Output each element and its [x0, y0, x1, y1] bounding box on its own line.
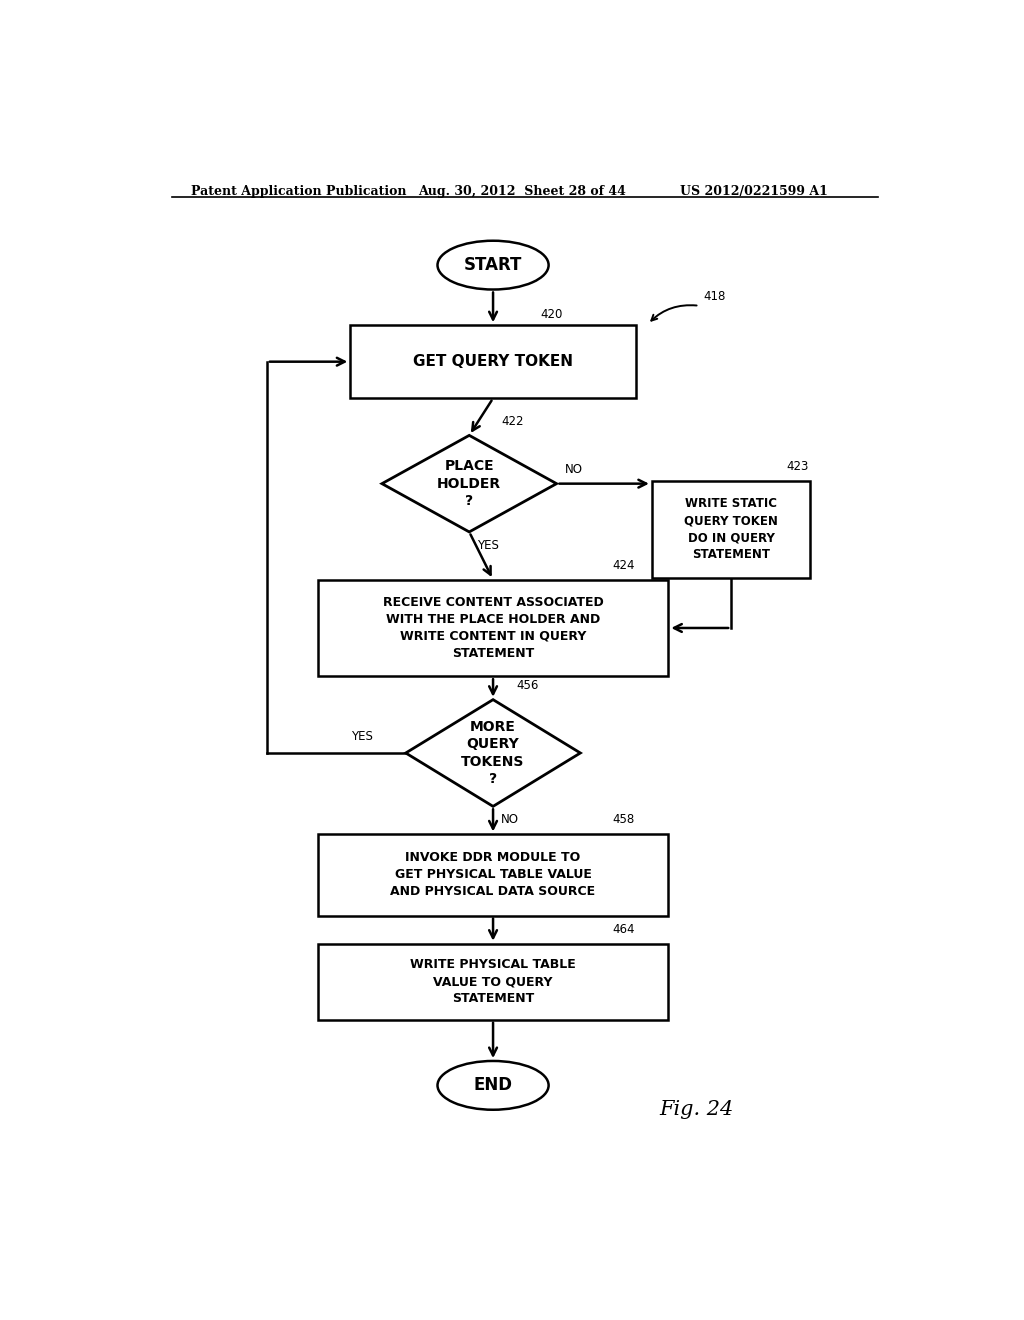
- Text: MORE
QUERY
TOKENS
?: MORE QUERY TOKENS ?: [462, 719, 524, 785]
- Text: NO: NO: [501, 813, 519, 826]
- Text: NO: NO: [564, 462, 583, 475]
- Text: INVOKE DDR MODULE TO
GET PHYSICAL TABLE VALUE
AND PHYSICAL DATA SOURCE: INVOKE DDR MODULE TO GET PHYSICAL TABLE …: [390, 851, 596, 899]
- Text: Patent Application Publication: Patent Application Publication: [191, 185, 407, 198]
- Text: START: START: [464, 256, 522, 275]
- Text: WRITE STATIC
QUERY TOKEN
DO IN QUERY
STATEMENT: WRITE STATIC QUERY TOKEN DO IN QUERY STA…: [684, 498, 778, 561]
- Bar: [652, 480, 811, 578]
- Bar: [318, 579, 668, 676]
- Text: 458: 458: [612, 813, 634, 826]
- Text: GET QUERY TOKEN: GET QUERY TOKEN: [413, 354, 573, 370]
- Text: 423: 423: [786, 461, 809, 474]
- Ellipse shape: [437, 1061, 549, 1110]
- Polygon shape: [382, 436, 557, 532]
- Ellipse shape: [437, 240, 549, 289]
- Text: 456: 456: [517, 678, 540, 692]
- Text: US 2012/0221599 A1: US 2012/0221599 A1: [680, 185, 827, 198]
- Text: YES: YES: [351, 730, 373, 743]
- Text: RECEIVE CONTENT ASSOCIATED
WITH THE PLACE HOLDER AND
WRITE CONTENT IN QUERY
STAT: RECEIVE CONTENT ASSOCIATED WITH THE PLAC…: [383, 595, 603, 660]
- Text: Fig. 24: Fig. 24: [659, 1100, 734, 1119]
- Polygon shape: [406, 700, 581, 807]
- Text: YES: YES: [477, 539, 499, 552]
- Text: PLACE
HOLDER
?: PLACE HOLDER ?: [437, 459, 502, 508]
- Text: 418: 418: [703, 289, 726, 302]
- Bar: [318, 834, 668, 916]
- Text: END: END: [473, 1076, 513, 1094]
- Text: WRITE PHYSICAL TABLE
VALUE TO QUERY
STATEMENT: WRITE PHYSICAL TABLE VALUE TO QUERY STAT…: [411, 958, 575, 1006]
- Bar: [350, 325, 636, 399]
- Text: 464: 464: [612, 923, 635, 936]
- Text: 420: 420: [541, 308, 563, 321]
- Text: 422: 422: [501, 414, 523, 428]
- Text: Aug. 30, 2012  Sheet 28 of 44: Aug. 30, 2012 Sheet 28 of 44: [418, 185, 626, 198]
- Bar: [318, 944, 668, 1020]
- Text: 424: 424: [612, 560, 635, 572]
